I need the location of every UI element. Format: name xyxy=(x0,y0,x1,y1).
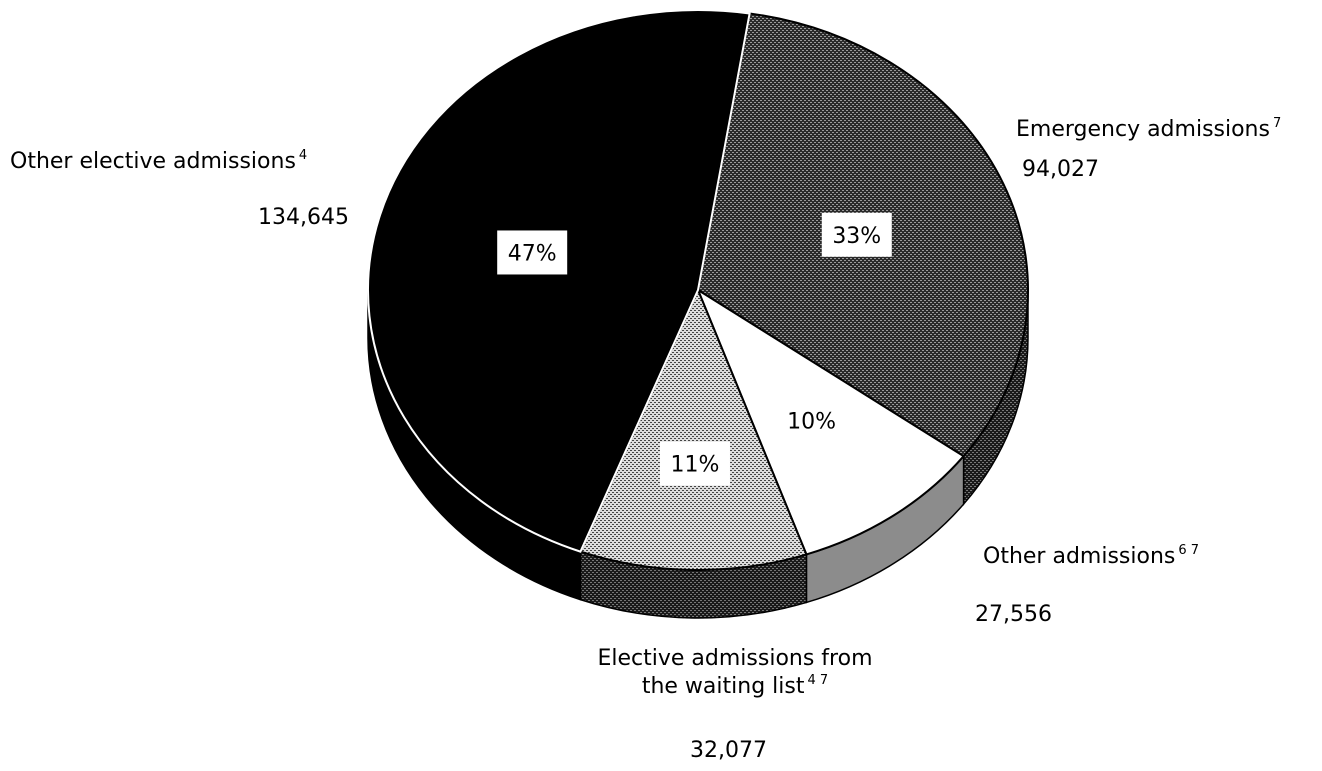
pie-sides xyxy=(367,289,1029,619)
label-other-admissions: Other admissions 6 7 xyxy=(983,543,1199,571)
label-other-elective-footnote: 4 xyxy=(298,148,308,163)
value-emergency: 94,027 xyxy=(1022,157,1099,182)
percent-label-box-other-elective xyxy=(497,230,568,275)
label-waiting-list-line2: the waiting list xyxy=(641,673,805,699)
pie-slices xyxy=(367,9,1029,571)
percent-label-text-other-elective: 47% xyxy=(508,241,557,266)
label-other-elective-name: Other elective admissions xyxy=(10,149,296,174)
label-other-admissions-name: Other admissions xyxy=(983,544,1176,569)
label-waiting-list-line2-wrap: the waiting list 4 7 xyxy=(560,673,910,701)
percent-label-box-waiting-list xyxy=(659,441,730,486)
pie-slice-waiting-list xyxy=(579,287,808,571)
label-waiting-list-footnote: 4 7 xyxy=(807,672,829,688)
label-other-admissions-footnote: 6 7 xyxy=(1178,543,1200,558)
label-emergency-footnote: 7 xyxy=(1272,116,1282,131)
value-waiting-list: 32,077 xyxy=(690,738,767,763)
label-emergency-name: Emergency admissions xyxy=(1016,117,1270,142)
percent-label-text-other-admissions: 10% xyxy=(787,410,836,435)
label-waiting-list-line1: Elective admissions from xyxy=(597,646,873,671)
percent-label-box-emergency xyxy=(821,212,892,257)
percent-label-box-other-admissions xyxy=(776,398,847,443)
percent-label-text-waiting-list: 11% xyxy=(671,453,720,478)
label-waiting-list: Elective admissions from the waiting lis… xyxy=(560,645,910,700)
label-other-elective: Other elective admissions 4 xyxy=(10,148,307,176)
percent-label-other-elective: 47% xyxy=(497,230,568,275)
percent-label-emergency: 33% xyxy=(821,212,892,257)
percent-label-text-emergency: 33% xyxy=(832,224,881,249)
value-other-elective: 134,645 xyxy=(258,205,349,230)
percent-label-other-admissions: 10% xyxy=(776,398,847,443)
pie-slice-other-elective xyxy=(367,9,751,553)
value-other-admissions: 27,556 xyxy=(975,602,1052,627)
label-emergency: Emergency admissions 7 xyxy=(1016,116,1281,144)
percent-label-waiting-list: 11% xyxy=(659,441,730,486)
percent-labels: 33% 10% 11% 47% xyxy=(497,212,892,486)
